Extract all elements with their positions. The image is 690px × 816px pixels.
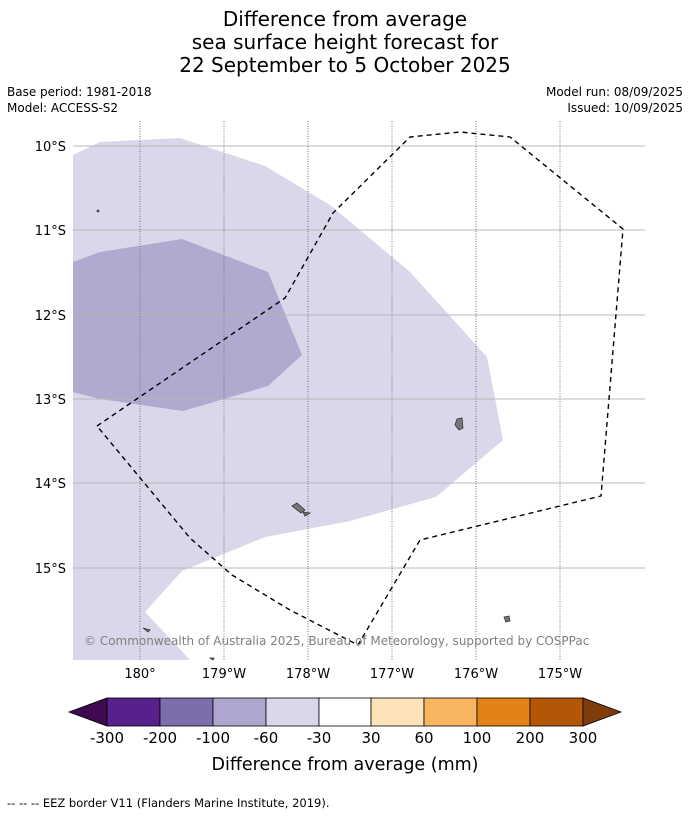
lat-label: 12°S bbox=[35, 309, 66, 324]
issued-date: Issued: 10/09/2025 bbox=[567, 101, 683, 115]
island-bottom bbox=[208, 657, 215, 661]
legend-tick-labels: -300 -200 -100 -60 -30 30 60 100 200 300 bbox=[90, 729, 597, 747]
legend-tick: 300 bbox=[569, 729, 598, 747]
islands bbox=[96, 209, 511, 661]
legend-box bbox=[370, 697, 425, 727]
lon-label: 177°W bbox=[370, 667, 414, 682]
legend-extend-low bbox=[67, 697, 108, 727]
lon-label: 175°W bbox=[538, 667, 582, 682]
title-line-1: Difference from average bbox=[222, 7, 468, 31]
legend-title: Difference from average (mm) bbox=[211, 755, 478, 775]
lon-label: 179°W bbox=[202, 667, 246, 682]
lat-label: 11°S bbox=[35, 224, 66, 239]
island-central-small bbox=[302, 511, 312, 517]
eez-border bbox=[95, 131, 624, 646]
legend-box bbox=[212, 697, 267, 727]
latitude-labels: 10°S 11°S 12°S 13°S 14°S 15°S bbox=[35, 140, 66, 577]
legend-box bbox=[159, 697, 214, 727]
lat-label: 15°S bbox=[35, 562, 66, 577]
eez-footnote: -- -- -- EEZ border V11 (Flanders Marine… bbox=[7, 796, 330, 810]
lat-label: 14°S bbox=[35, 477, 66, 492]
base-period: Base period: 1981-2018 bbox=[7, 85, 152, 99]
legend-box bbox=[265, 697, 320, 727]
legend-tick: 100 bbox=[463, 729, 492, 747]
island-east bbox=[454, 417, 464, 431]
legend-extend-high bbox=[582, 697, 623, 727]
legend-box bbox=[106, 697, 161, 727]
legend-tick: -300 bbox=[90, 729, 124, 747]
legend-tick: 200 bbox=[516, 729, 545, 747]
model-run: Model run: 08/09/2025 bbox=[545, 85, 683, 99]
anomaly-region-medium bbox=[73, 239, 302, 411]
legend-tick: -200 bbox=[143, 729, 177, 747]
map-title: Difference from average sea surface heig… bbox=[0, 8, 690, 77]
legend-tick: -60 bbox=[254, 729, 279, 747]
latitude-gridlines bbox=[73, 145, 645, 569]
lon-label: 180° bbox=[124, 667, 155, 682]
legend-box bbox=[423, 697, 478, 727]
lat-label: 10°S bbox=[35, 140, 66, 155]
legend-box bbox=[476, 697, 531, 727]
island-central bbox=[291, 502, 306, 514]
legend-box bbox=[529, 697, 584, 727]
longitude-labels: 180° 179°W 178°W 177°W 176°W 175°W bbox=[124, 667, 582, 682]
model-name: Model: ACCESS-S2 bbox=[7, 101, 119, 115]
legend-tick: 60 bbox=[414, 729, 433, 747]
legend-tick: 30 bbox=[361, 729, 380, 747]
island-southwest bbox=[142, 627, 151, 633]
legend-tick: -30 bbox=[307, 729, 332, 747]
lon-label: 178°W bbox=[286, 667, 330, 682]
attribution-text: © Commonwealth of Australia 2025, Bureau… bbox=[84, 634, 589, 648]
legend-tick: -100 bbox=[196, 729, 230, 747]
title-line-2: sea surface height forecast for bbox=[191, 30, 499, 54]
model-info: Base period: 1981-2018 Model: ACCESS-S2 bbox=[7, 84, 152, 116]
island-southeast bbox=[503, 615, 511, 623]
title-line-3: 22 September to 5 October 2025 bbox=[179, 53, 511, 77]
run-info: Model run: 08/09/2025 Issued: 10/09/2025 bbox=[546, 84, 683, 116]
color-legend bbox=[67, 697, 623, 727]
lon-label: 176°W bbox=[454, 667, 498, 682]
lat-label: 13°S bbox=[35, 393, 66, 408]
island-northwest bbox=[96, 209, 100, 213]
legend-box bbox=[318, 697, 372, 727]
